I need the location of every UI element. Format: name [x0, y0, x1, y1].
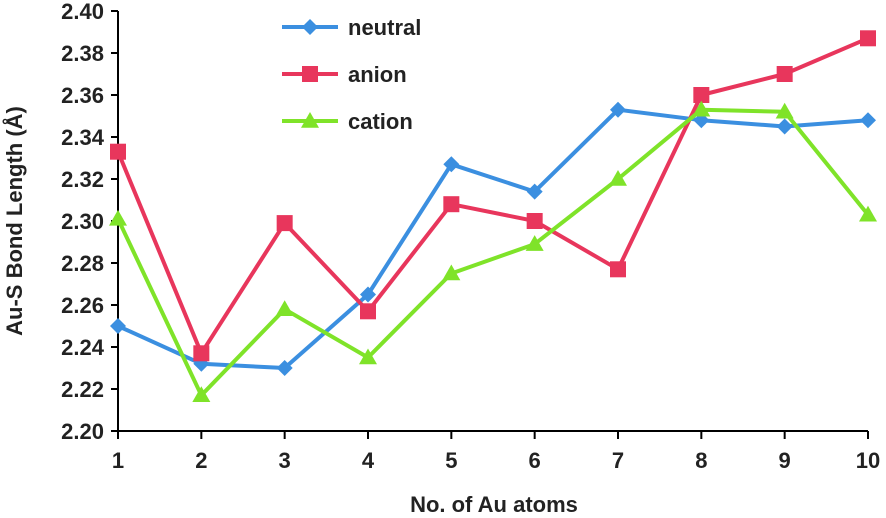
neutral-point [110, 318, 126, 334]
x-tick-label: 4 [362, 448, 375, 473]
x-tick-label: 3 [279, 448, 291, 473]
anion-point [443, 196, 460, 213]
legend-label: anion [348, 62, 407, 87]
neutral-point [610, 101, 626, 118]
x-tick-label: 7 [612, 448, 624, 473]
cation-point [609, 170, 627, 186]
anion-point [193, 345, 210, 362]
anion-point [276, 215, 293, 232]
anion-line [116, 36, 869, 356]
x-tick-label: 5 [445, 448, 457, 473]
y-axis-title: Au-S Bond Length (Å) [1, 106, 27, 336]
x-tick-label: 9 [779, 448, 791, 473]
cation-point [192, 386, 211, 403]
y-tick-label: 2.20 [61, 419, 104, 444]
y-tick-label: 2.28 [61, 251, 104, 276]
neutral-line [117, 107, 869, 370]
y-tick-label: 2.30 [61, 209, 104, 234]
anion-point [110, 143, 126, 160]
anion-point [360, 303, 376, 320]
neutral-point [360, 286, 376, 303]
x-tick-label: 6 [529, 448, 541, 473]
cation-point [692, 100, 711, 117]
y-tick-label: 2.24 [61, 335, 105, 360]
y-axis-ticks: 2.20 2.22 2.24 2.26 2.28 2.30 2.32 2.34 2.36 2.38… [61, 0, 118, 444]
y-tick-label: 2.32 [61, 167, 104, 192]
anion-point [526, 213, 543, 229]
cation-point [109, 209, 127, 226]
y-tick-label: 2.38 [61, 41, 104, 66]
neutral-point [276, 360, 293, 376]
y-tick-label: 2.36 [61, 83, 104, 108]
cation-line [116, 107, 870, 398]
cation-point [859, 205, 877, 222]
cation-point [275, 300, 294, 316]
neutral-point [860, 112, 876, 129]
series-cation [109, 100, 877, 403]
x-axis-title: No. of Au atoms [410, 492, 578, 517]
anion-point [693, 87, 710, 103]
anion-point [860, 30, 876, 47]
legend-swatch-marker [302, 19, 318, 35]
x-tick-label: 10 [856, 448, 880, 473]
cation-point [442, 264, 461, 281]
series-layer [109, 30, 877, 403]
legend-item-anion: anion [282, 62, 407, 87]
x-tick-label: 2 [195, 448, 207, 473]
x-tick-label: 1 [112, 448, 124, 473]
legend-swatch-marker [301, 112, 319, 128]
y-tick-label: 2.34 [61, 125, 105, 150]
legend: neutral anion cation [282, 15, 421, 134]
legend-item-neutral: neutral [282, 15, 421, 40]
legend-swatch-marker [302, 66, 318, 82]
legend-item-cation: cation [282, 109, 413, 134]
y-tick-label: 2.22 [61, 377, 104, 402]
x-tick-label: 8 [695, 448, 707, 473]
series-neutral [110, 101, 876, 376]
y-tick-label: 2.40 [61, 0, 104, 24]
series-anion [110, 30, 876, 362]
y-tick-label: 2.26 [61, 293, 104, 318]
neutral-point [776, 118, 793, 135]
legend-label: cation [348, 109, 413, 134]
cation-point [359, 348, 377, 365]
legend-label: neutral [348, 15, 421, 40]
neutral-point [443, 156, 460, 173]
cation-point [525, 235, 544, 251]
neutral-point [526, 183, 543, 200]
anion-point [776, 66, 793, 82]
anion-point [610, 261, 626, 278]
cation-point [775, 102, 794, 119]
x-axis-ticks: 1 2 3 4 5 6 7 8 9 10 [112, 431, 880, 473]
